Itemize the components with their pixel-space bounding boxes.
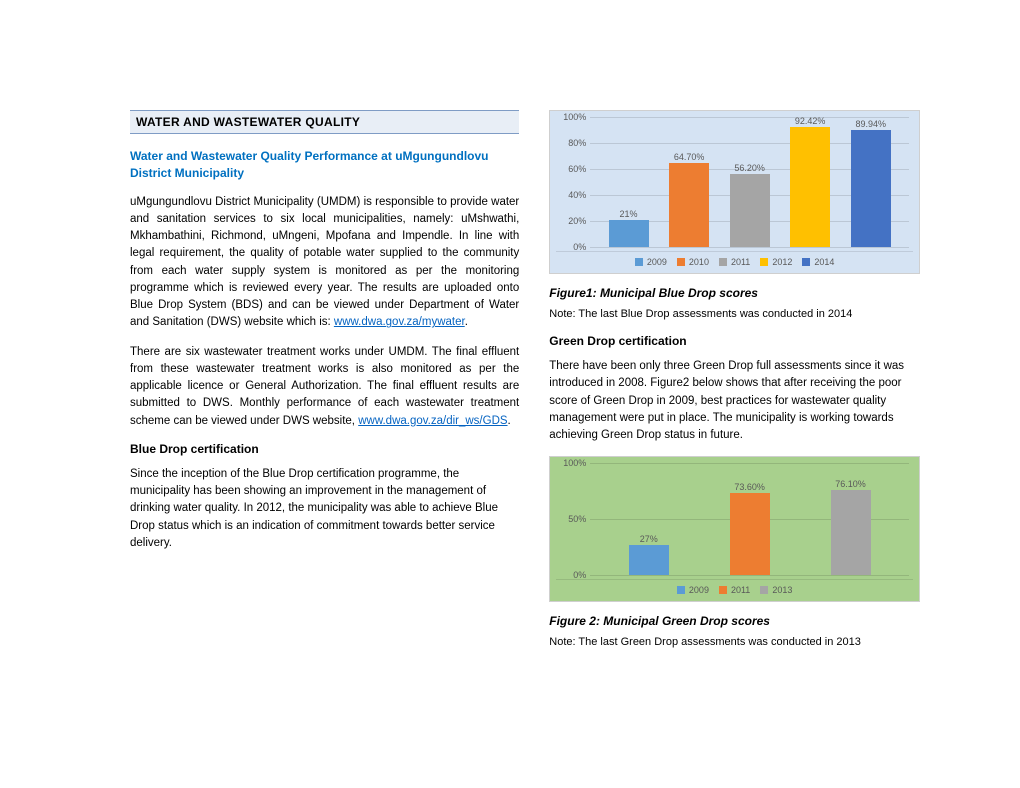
y-tick-label: 50% xyxy=(556,514,586,524)
green-drop-chart: 0% 50% 100% 27% 73.60% 76.10% 2009 2011 2013 xyxy=(549,456,920,602)
section-header: WATER AND WASTEWATER QUALITY xyxy=(130,110,519,134)
legend-swatch-icon xyxy=(719,586,727,594)
legend-item: 2013 xyxy=(760,585,792,595)
left-column: WATER AND WASTEWATER QUALITY Water and W… xyxy=(130,110,519,748)
bar-wrap: 89.94% xyxy=(847,119,895,247)
legend-item: 2011 xyxy=(719,257,750,267)
paragraph-4: There have been only three Green Drop fu… xyxy=(549,358,920,444)
gds-link[interactable]: www.dwa.gov.za/dir_ws/GDS xyxy=(358,415,507,427)
figure1-caption: Figure1: Municipal Blue Drop scores xyxy=(549,286,920,300)
bar-wrap: 27% xyxy=(625,534,673,575)
bar xyxy=(730,174,770,247)
bars-row: 27% 73.60% 76.10% xyxy=(590,463,909,575)
legend-label: 2009 xyxy=(647,257,667,267)
mywater-link[interactable]: www.dwa.gov.za/mywater xyxy=(334,316,465,328)
blue-drop-chart: 0% 20% 40% 60% 80% 100% 21% 64.70% 56.20% 92.42% 8… xyxy=(549,110,920,274)
bar-value-label: 92.42% xyxy=(795,116,826,126)
legend-item: 2014 xyxy=(802,257,834,267)
chart2-plot: 0%50%100%27%73.60%76.10% xyxy=(590,463,909,575)
paragraph-2: There are six wastewater treatment works… xyxy=(130,344,519,430)
sub-title: Water and Wastewater Quality Performance… xyxy=(130,148,519,182)
y-tick-label: 40% xyxy=(556,190,586,200)
green-drop-heading: Green Drop certification xyxy=(549,334,920,348)
y-tick-label: 100% xyxy=(556,112,586,122)
legend-swatch-icon xyxy=(719,258,727,266)
legend-label: 2011 xyxy=(731,257,750,267)
legend-item: 2009 xyxy=(635,257,667,267)
paragraph-1-text-b: . xyxy=(465,316,468,328)
bar-value-label: 89.94% xyxy=(855,119,886,129)
paragraph-1: uMgungundlovu District Municipality (UMD… xyxy=(130,194,519,332)
paragraph-2-text-b: . xyxy=(508,415,511,427)
legend-swatch-icon xyxy=(802,258,810,266)
bar-value-label: 73.60% xyxy=(734,482,765,492)
legend-swatch-icon xyxy=(677,586,685,594)
gridline xyxy=(590,575,909,576)
y-tick-label: 80% xyxy=(556,138,586,148)
bar-wrap: 76.10% xyxy=(827,479,875,575)
bar-wrap: 92.42% xyxy=(786,116,834,247)
bar xyxy=(629,545,669,575)
figure2-caption: Figure 2: Municipal Green Drop scores xyxy=(549,614,920,628)
chart1-plot: 0%20%40%60%80%100%21%64.70%56.20%92.42%8… xyxy=(590,117,909,247)
y-tick-label: 60% xyxy=(556,164,586,174)
legend-swatch-icon xyxy=(760,258,768,266)
legend-label: 2012 xyxy=(772,257,792,267)
bar-value-label: 56.20% xyxy=(734,163,765,173)
bar xyxy=(851,130,891,247)
legend-label: 2013 xyxy=(772,585,792,595)
legend-swatch-icon xyxy=(635,258,643,266)
bar xyxy=(831,490,871,575)
chart2-legend: 2009 2011 2013 xyxy=(556,579,913,597)
bar-value-label: 64.70% xyxy=(674,152,705,162)
chart1-legend: 2009 2010 2011 2012 2014 xyxy=(556,251,913,269)
y-tick-label: 20% xyxy=(556,216,586,226)
legend-item: 2009 xyxy=(677,585,709,595)
bar xyxy=(730,493,770,575)
bar-wrap: 64.70% xyxy=(665,152,713,247)
legend-label: 2010 xyxy=(689,257,709,267)
legend-swatch-icon xyxy=(677,258,685,266)
y-tick-label: 0% xyxy=(556,570,586,580)
y-tick-label: 100% xyxy=(556,458,586,468)
bar-value-label: 27% xyxy=(640,534,658,544)
bar xyxy=(669,163,709,247)
bars-row: 21% 64.70% 56.20% 92.42% 89.94% xyxy=(590,117,909,247)
legend-item: 2012 xyxy=(760,257,792,267)
bar-wrap: 21% xyxy=(605,209,653,247)
y-tick-label: 0% xyxy=(556,242,586,252)
paragraph-1-text-a: uMgungundlovu District Municipality (UMD… xyxy=(130,196,519,329)
bar-wrap: 73.60% xyxy=(726,482,774,575)
bar xyxy=(790,127,830,247)
bar-wrap: 56.20% xyxy=(726,163,774,247)
legend-item: 2010 xyxy=(677,257,709,267)
bar-value-label: 21% xyxy=(620,209,638,219)
note-2: Note: The last Green Drop assessments wa… xyxy=(549,636,920,648)
bar-value-label: 76.10% xyxy=(835,479,866,489)
legend-swatch-icon xyxy=(760,586,768,594)
legend-label: 2009 xyxy=(689,585,709,595)
legend-label: 2011 xyxy=(731,585,750,595)
paragraph-3: Since the inception of the Blue Drop cer… xyxy=(130,466,519,552)
legend-label: 2014 xyxy=(814,257,834,267)
blue-drop-heading: Blue Drop certification xyxy=(130,442,519,456)
gridline xyxy=(590,247,909,248)
bar xyxy=(609,220,649,247)
legend-item: 2011 xyxy=(719,585,750,595)
right-column: 0% 20% 40% 60% 80% 100% 21% 64.70% 56.20% 92.42% 8… xyxy=(549,110,920,748)
note-1: Note: The last Blue Drop assessments was… xyxy=(549,308,920,320)
